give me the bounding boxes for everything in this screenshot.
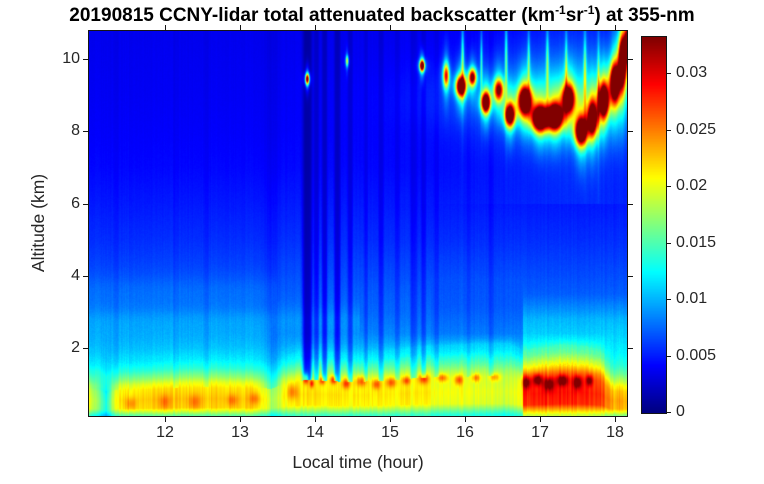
x-tick (165, 417, 166, 422)
title-superscript: -1 (555, 3, 566, 17)
y-tick-right (628, 204, 633, 205)
title-text: ) at 355-nm (594, 5, 695, 26)
x-tick-top (240, 25, 241, 30)
x-tick-top (390, 25, 391, 30)
colorbar-tick-label: 0 (676, 403, 685, 420)
x-tick-label: 15 (381, 424, 399, 441)
x-tick-label: 12 (156, 424, 174, 441)
x-tick (240, 417, 241, 422)
colorbar-tick-label: 0.02 (676, 177, 708, 194)
x-tick-label: 16 (456, 424, 474, 441)
colorbar-tick (667, 186, 671, 187)
y-tick-right (628, 131, 633, 132)
y-tick-right (628, 59, 633, 60)
x-tick-top (465, 25, 466, 30)
x-tick-label: 17 (531, 424, 549, 441)
y-tick-label: 2 (71, 339, 80, 356)
x-tick (390, 417, 391, 422)
y-tick-label: 6 (71, 195, 80, 212)
x-tick-top (540, 25, 541, 30)
plot-area (88, 30, 628, 417)
x-axis-label: Local time (hour) (292, 452, 424, 472)
y-tick (83, 59, 88, 60)
colorbar-tick (667, 73, 671, 74)
x-tick-label: 13 (231, 424, 249, 441)
colorbar-tick-label: 0.025 (676, 121, 717, 138)
x-tick-top (165, 25, 166, 30)
chart-title: 20190815 CCNY-lidar total attenuated bac… (0, 3, 764, 27)
y-tick-right (628, 348, 633, 349)
title-text: 20190815 CCNY-lidar total attenuated bac… (69, 5, 556, 26)
x-tick (540, 417, 541, 422)
colorbar-tick (667, 243, 671, 244)
colorbar-tick (667, 356, 671, 357)
y-tick-label: 4 (71, 267, 80, 284)
title-superscript: -1 (583, 3, 595, 17)
colorbar-tick (667, 299, 671, 300)
title-text: sr (565, 5, 584, 26)
heatmap-canvas (89, 31, 627, 416)
x-tick (315, 417, 316, 422)
x-tick-label: 14 (306, 424, 324, 441)
y-tick (83, 276, 88, 277)
y-tick-label: 8 (71, 122, 80, 139)
colorbar-tick-label: 0.015 (676, 234, 717, 251)
colorbar-tick (667, 130, 671, 131)
y-tick (83, 204, 88, 205)
x-tick (465, 417, 466, 422)
colorbar (641, 36, 667, 414)
y-tick-right (628, 276, 633, 277)
colorbar-canvas (642, 37, 666, 413)
x-tick-top (315, 25, 316, 30)
colorbar-tick-label: 0.01 (676, 290, 708, 307)
colorbar-tick-label: 0.03 (676, 64, 708, 81)
y-tick (83, 131, 88, 132)
colorbar-tick (667, 412, 671, 413)
x-tick-top (615, 25, 616, 30)
x-tick (615, 417, 616, 422)
y-tick-label: 10 (62, 50, 80, 67)
y-tick (83, 348, 88, 349)
colorbar-tick-label: 0.005 (676, 347, 717, 364)
x-tick-label: 18 (606, 424, 624, 441)
